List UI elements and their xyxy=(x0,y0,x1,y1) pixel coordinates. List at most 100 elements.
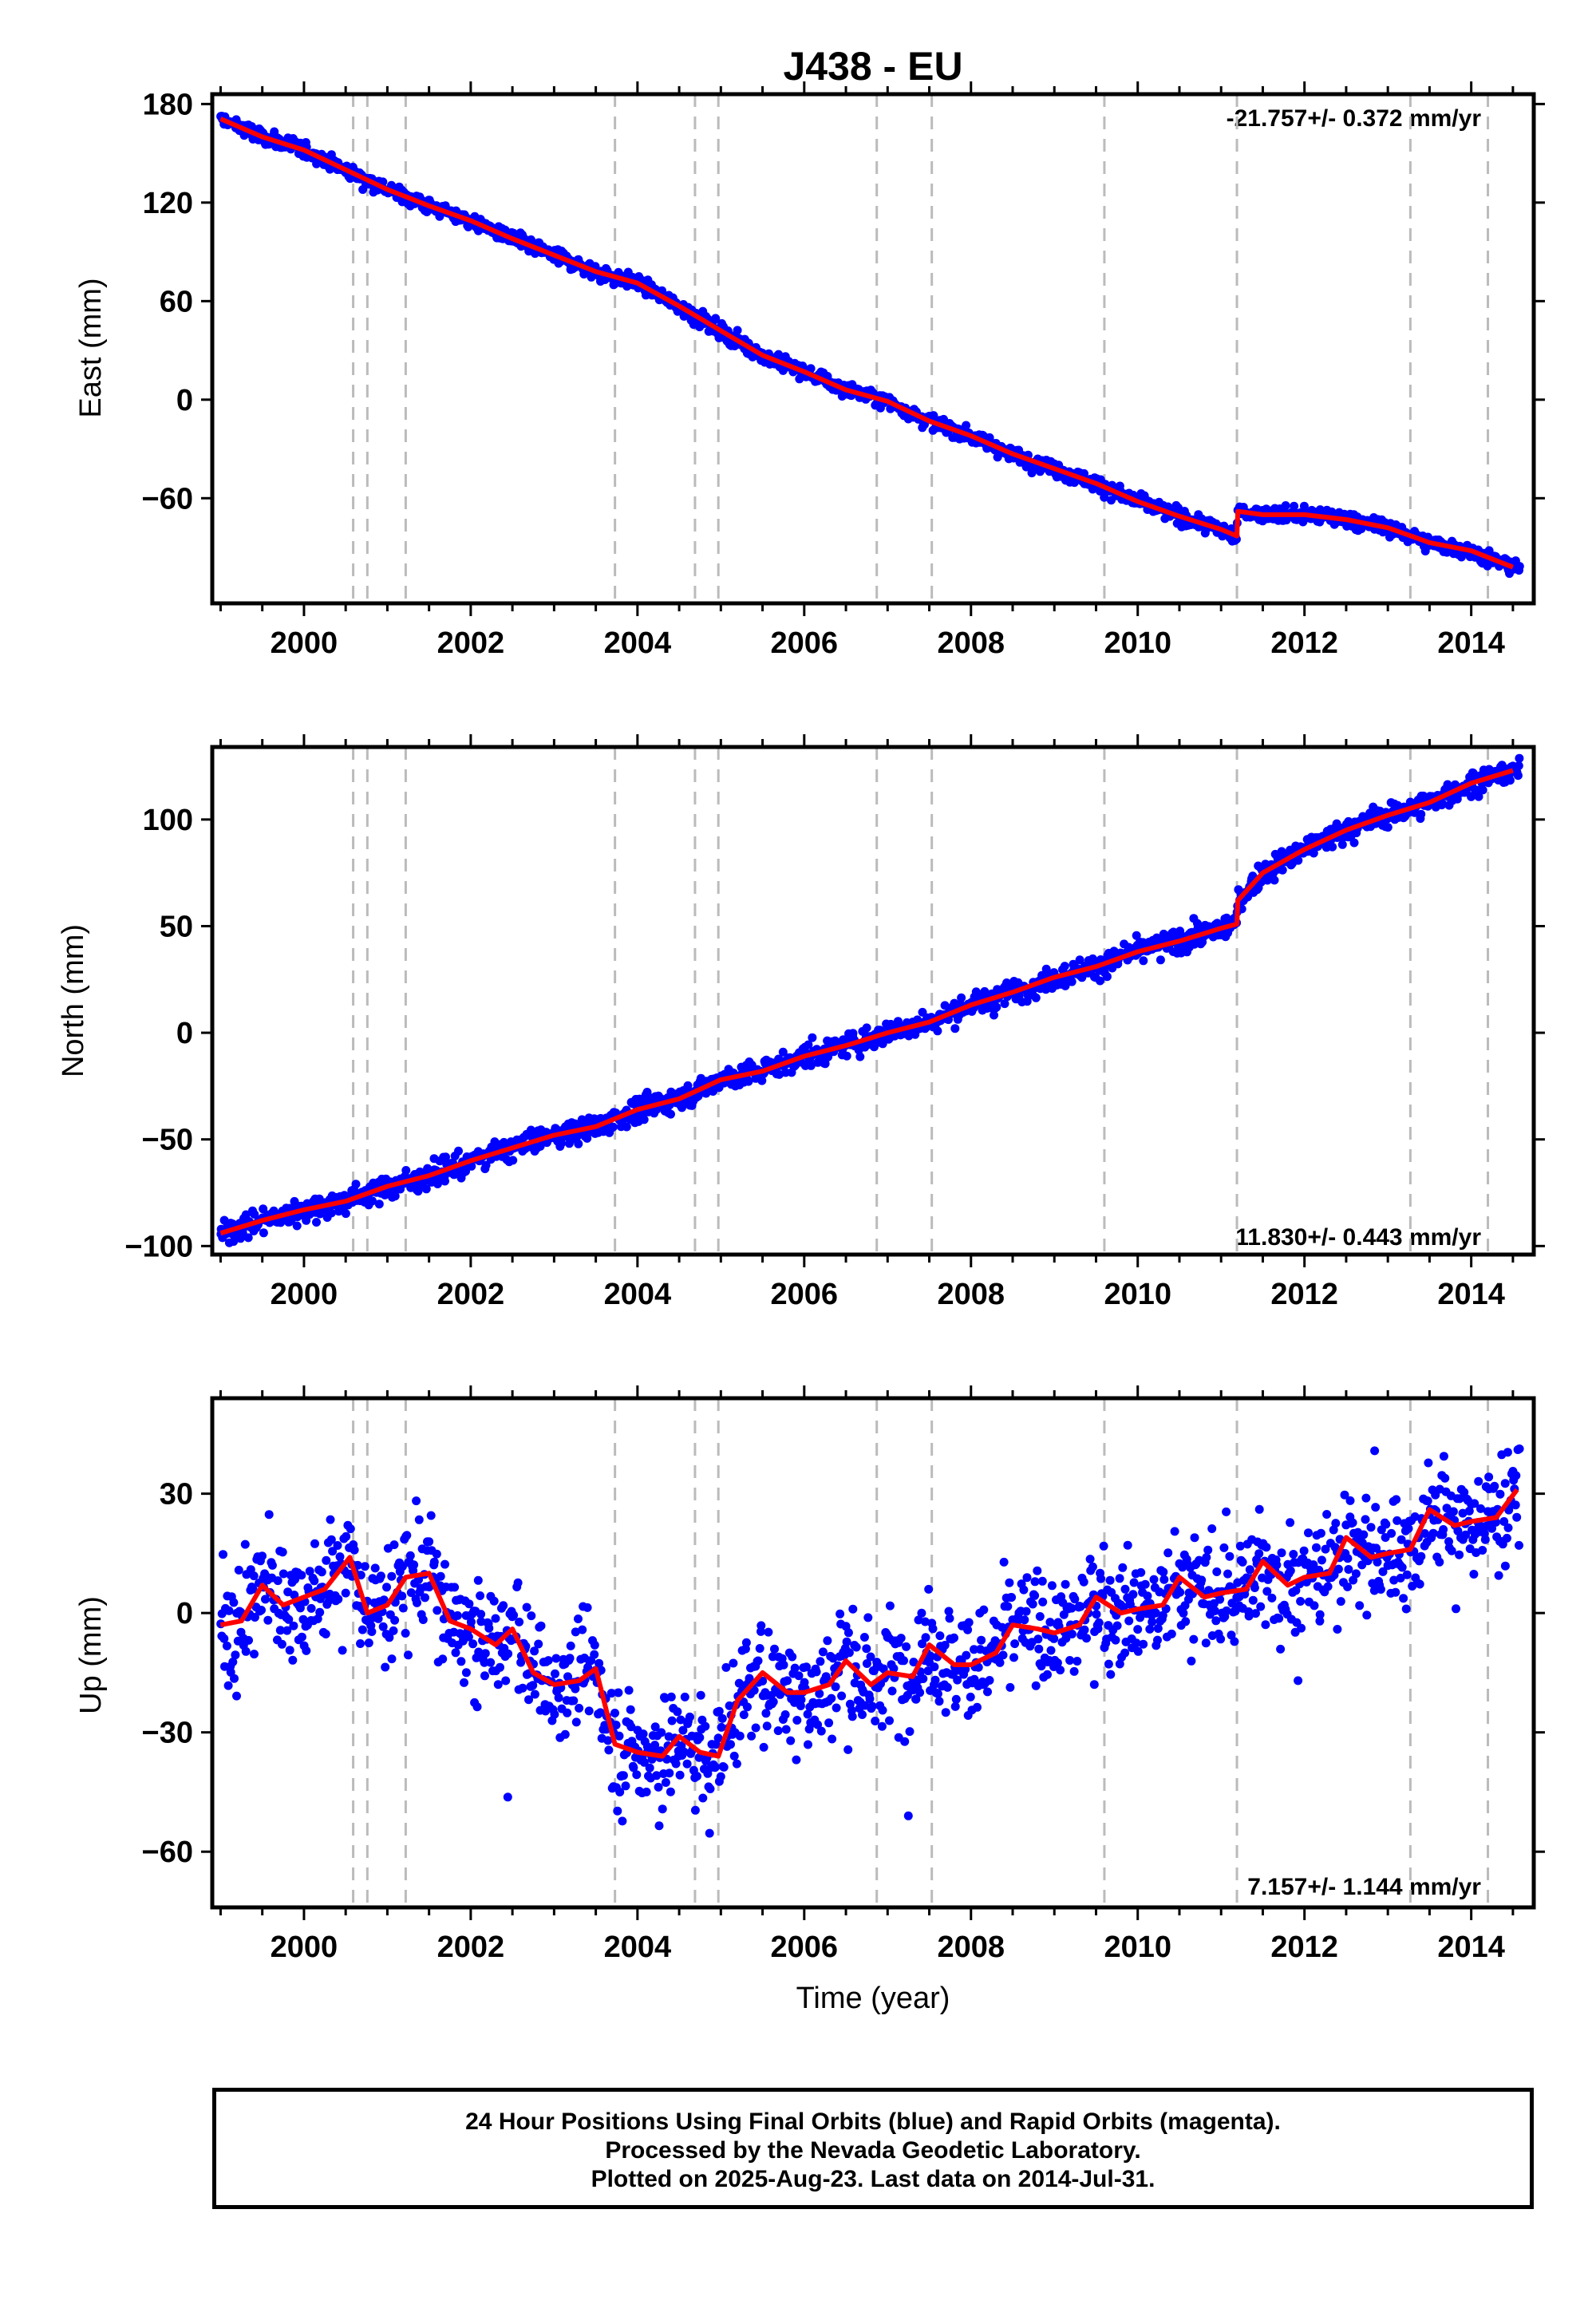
data-point xyxy=(1281,501,1290,510)
data-point xyxy=(1089,1680,1099,1690)
data-point xyxy=(889,1664,899,1674)
data-point xyxy=(614,1688,623,1697)
data-point xyxy=(1250,1583,1259,1592)
data-point xyxy=(522,1603,531,1612)
data-point xyxy=(322,1555,331,1565)
y-tick-label: 0 xyxy=(176,1597,193,1630)
data-point xyxy=(1515,753,1524,763)
data-point xyxy=(284,1614,294,1624)
data-point xyxy=(1474,792,1483,801)
data-point xyxy=(1401,1604,1411,1614)
data-point xyxy=(1211,1616,1221,1626)
data-point xyxy=(1009,1653,1018,1662)
data-point xyxy=(1440,1473,1450,1483)
data-point xyxy=(1000,999,1009,1009)
data-point xyxy=(1201,1638,1211,1648)
data-point xyxy=(858,1710,867,1719)
data-point xyxy=(441,1152,450,1162)
data-point xyxy=(429,1557,439,1567)
data-point xyxy=(1238,1557,1247,1567)
data-point xyxy=(250,1650,259,1659)
data-point xyxy=(1254,1549,1264,1559)
data-point xyxy=(735,1731,745,1741)
data-point xyxy=(432,1549,441,1559)
data-point xyxy=(1060,962,1069,971)
panel-east-ylabel: East (mm) xyxy=(74,278,108,417)
data-point xyxy=(626,1705,635,1714)
data-point xyxy=(1389,1575,1399,1585)
data-point xyxy=(501,1676,511,1686)
data-point xyxy=(739,1710,749,1720)
data-point xyxy=(926,1651,935,1661)
data-point xyxy=(964,1618,974,1627)
data-point xyxy=(682,1759,692,1769)
data-point xyxy=(1033,1566,1042,1575)
data-point xyxy=(275,1626,285,1635)
data-point xyxy=(480,1671,489,1681)
data-point xyxy=(1321,1544,1330,1554)
data-point xyxy=(513,1578,523,1587)
panel-up-rate-label: 7.157+/- 1.144 mm/yr xyxy=(1247,1874,1481,1900)
data-point xyxy=(1067,1630,1077,1638)
data-point xyxy=(815,1689,824,1698)
data-point xyxy=(524,1695,533,1705)
data-point xyxy=(413,1598,421,1607)
data-point xyxy=(224,1606,234,1615)
data-point xyxy=(761,1709,771,1718)
data-point xyxy=(933,1689,942,1698)
data-point xyxy=(1370,1446,1380,1456)
data-point xyxy=(264,1510,274,1520)
data-point xyxy=(1262,875,1272,885)
data-point xyxy=(1140,1579,1150,1589)
data-point xyxy=(666,1692,676,1701)
data-point xyxy=(642,1088,652,1097)
data-point xyxy=(456,1657,466,1666)
data-point xyxy=(259,1204,268,1214)
data-point xyxy=(1245,1565,1254,1575)
data-point xyxy=(368,1196,377,1206)
data-point xyxy=(222,1641,231,1650)
data-point xyxy=(1495,1489,1505,1499)
data-point xyxy=(536,1621,546,1630)
data-point xyxy=(1312,1543,1321,1552)
trend-line-north xyxy=(219,768,1514,1236)
data-point xyxy=(796,1695,806,1705)
data-point xyxy=(790,1663,800,1673)
data-point xyxy=(828,1654,838,1663)
data-point xyxy=(779,1660,788,1670)
plot-frame-east xyxy=(210,92,1536,606)
data-point xyxy=(1100,492,1109,502)
data-point xyxy=(983,1687,992,1697)
data-point xyxy=(1047,1581,1057,1591)
data-point xyxy=(1515,1540,1523,1550)
data-point xyxy=(1133,1646,1143,1656)
data-point xyxy=(1416,1551,1426,1561)
data-point xyxy=(1469,1570,1479,1579)
data-point xyxy=(998,1622,1007,1632)
data-point xyxy=(713,1733,723,1743)
data-point xyxy=(595,1658,604,1668)
data-point xyxy=(621,1781,630,1791)
data-point xyxy=(732,1759,741,1769)
data-point xyxy=(903,1811,913,1820)
data-point xyxy=(381,1662,390,1672)
data-point xyxy=(781,1725,791,1734)
data-point xyxy=(726,1740,735,1749)
data-point xyxy=(823,1636,832,1646)
data-point xyxy=(783,1676,792,1686)
data-point xyxy=(911,1694,921,1704)
data-point xyxy=(1428,1528,1438,1538)
data-point xyxy=(1345,1496,1355,1505)
data-point xyxy=(1286,1518,1295,1528)
data-point xyxy=(1439,1525,1448,1534)
data-point xyxy=(999,1557,1009,1567)
data-point xyxy=(590,1640,599,1650)
data-point xyxy=(1061,1579,1070,1589)
data-point xyxy=(1513,771,1523,781)
data-point xyxy=(990,1010,998,1020)
data-point xyxy=(618,1816,627,1826)
data-point xyxy=(571,1717,581,1727)
data-point xyxy=(675,1770,685,1780)
data-point xyxy=(474,1647,484,1657)
data-point xyxy=(652,1771,662,1780)
